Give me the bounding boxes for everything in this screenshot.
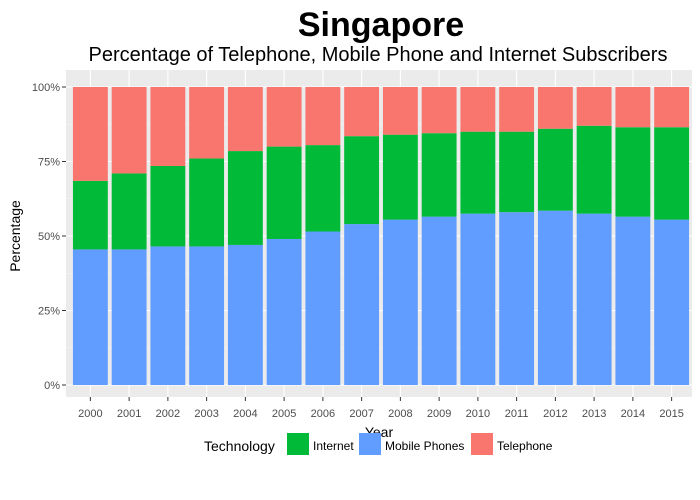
bar-telephone-2008 — [382, 87, 418, 135]
bar-internet-2014 — [615, 127, 651, 217]
x-tick-label: 2012 — [543, 408, 567, 420]
bar-internet-2006 — [305, 145, 341, 232]
x-tick-label: 2014 — [621, 408, 645, 420]
y-tick-label: 50% — [38, 231, 60, 243]
legend-title: Technology — [204, 438, 275, 454]
y-tick-label: 100% — [32, 82, 60, 94]
bar-telephone-2006 — [305, 87, 341, 146]
x-tick-label: 2004 — [233, 408, 257, 420]
x-tick-label: 2003 — [194, 408, 218, 420]
legend: Technology Internet Mobile Phones Telephon… — [204, 433, 553, 455]
bar-internet-2004 — [227, 151, 263, 245]
y-tick-label: 0% — [44, 380, 60, 392]
bar-mobile-phones-2001 — [111, 249, 147, 385]
bar-telephone-2013 — [576, 87, 612, 126]
bar-internet-2009 — [421, 133, 457, 217]
bar-telephone-2009 — [421, 87, 457, 134]
bar-internet-2003 — [189, 158, 225, 247]
legend-key-mobile-phones — [359, 433, 381, 455]
bar-internet-2007 — [344, 136, 380, 225]
bar-internet-2005 — [266, 146, 302, 239]
bar-mobile-phones-2015 — [654, 219, 690, 385]
bar-mobile-phones-2011 — [499, 212, 535, 385]
y-tick-label: 25% — [38, 306, 60, 318]
bar-telephone-2015 — [654, 87, 690, 128]
bar-mobile-phones-2012 — [537, 210, 573, 385]
bar-telephone-2000 — [72, 87, 108, 181]
bar-telephone-2010 — [460, 87, 496, 132]
chart-subtitle: Percentage of Telephone, Mobile Phone an… — [88, 44, 668, 66]
bar-internet-2010 — [460, 131, 496, 214]
bar-mobile-phones-2013 — [576, 213, 612, 385]
bar-mobile-phones-2006 — [305, 231, 341, 385]
x-tick-label: 2005 — [272, 408, 296, 420]
bar-mobile-phones-2000 — [72, 249, 108, 385]
y-axis-title: Percentage — [7, 200, 23, 272]
x-tick-label: 2010 — [466, 408, 490, 420]
bar-internet-2011 — [499, 131, 535, 213]
bar-telephone-2004 — [227, 87, 263, 152]
x-tick-label: 2007 — [349, 408, 373, 420]
bar-telephone-2002 — [150, 87, 186, 166]
legend-key-internet — [287, 433, 309, 455]
x-tick-label: 2013 — [582, 408, 606, 420]
bar-telephone-2003 — [189, 87, 225, 159]
x-tick-label: 2001 — [117, 408, 141, 420]
bar-mobile-phones-2010 — [460, 213, 496, 385]
x-tick-label: 2000 — [78, 408, 102, 420]
chart-title: Singapore — [297, 6, 465, 44]
bar-internet-2002 — [150, 165, 186, 247]
bar-telephone-2014 — [615, 87, 651, 128]
bar-internet-2001 — [111, 173, 147, 250]
bar-internet-2008 — [382, 134, 418, 220]
bar-internet-2015 — [654, 127, 690, 220]
legend-label-telephone: Telephone — [497, 439, 553, 453]
bars-layer — [72, 87, 690, 385]
bar-mobile-phones-2007 — [344, 224, 380, 385]
legend-label-internet: Internet — [313, 439, 354, 453]
legend-key-telephone — [471, 433, 493, 455]
bar-mobile-phones-2004 — [227, 244, 263, 385]
x-tick-label: 2002 — [156, 408, 180, 420]
bar-mobile-phones-2005 — [266, 238, 302, 385]
bar-mobile-phones-2014 — [615, 216, 651, 385]
bar-mobile-phones-2002 — [150, 246, 186, 385]
bar-internet-2012 — [537, 128, 573, 211]
bar-mobile-phones-2003 — [189, 246, 225, 385]
y-axis: 0% 25% 50% 75% 100% — [32, 82, 66, 392]
bar-internet-2000 — [72, 180, 108, 250]
y-tick-label: 75% — [38, 157, 60, 169]
bar-telephone-2007 — [344, 87, 380, 137]
bar-telephone-2011 — [499, 87, 535, 132]
x-tick-label: 2009 — [427, 408, 451, 420]
bar-internet-2013 — [576, 125, 612, 214]
x-tick-label: 2011 — [505, 408, 529, 420]
x-tick-label: 2015 — [659, 408, 683, 420]
x-tick-label: 2008 — [388, 408, 412, 420]
bar-telephone-2001 — [111, 87, 147, 174]
x-axis: 2000 2001 2002 2003 2004 2005 2006 2007 2008 2009… — [78, 397, 684, 420]
bar-mobile-phones-2009 — [421, 216, 457, 385]
bar-telephone-2005 — [266, 87, 302, 147]
legend-label-mobile-phones: Mobile Phones — [385, 439, 464, 453]
bar-mobile-phones-2008 — [382, 219, 418, 385]
bar-telephone-2012 — [537, 87, 573, 129]
x-tick-label: 2006 — [311, 408, 335, 420]
